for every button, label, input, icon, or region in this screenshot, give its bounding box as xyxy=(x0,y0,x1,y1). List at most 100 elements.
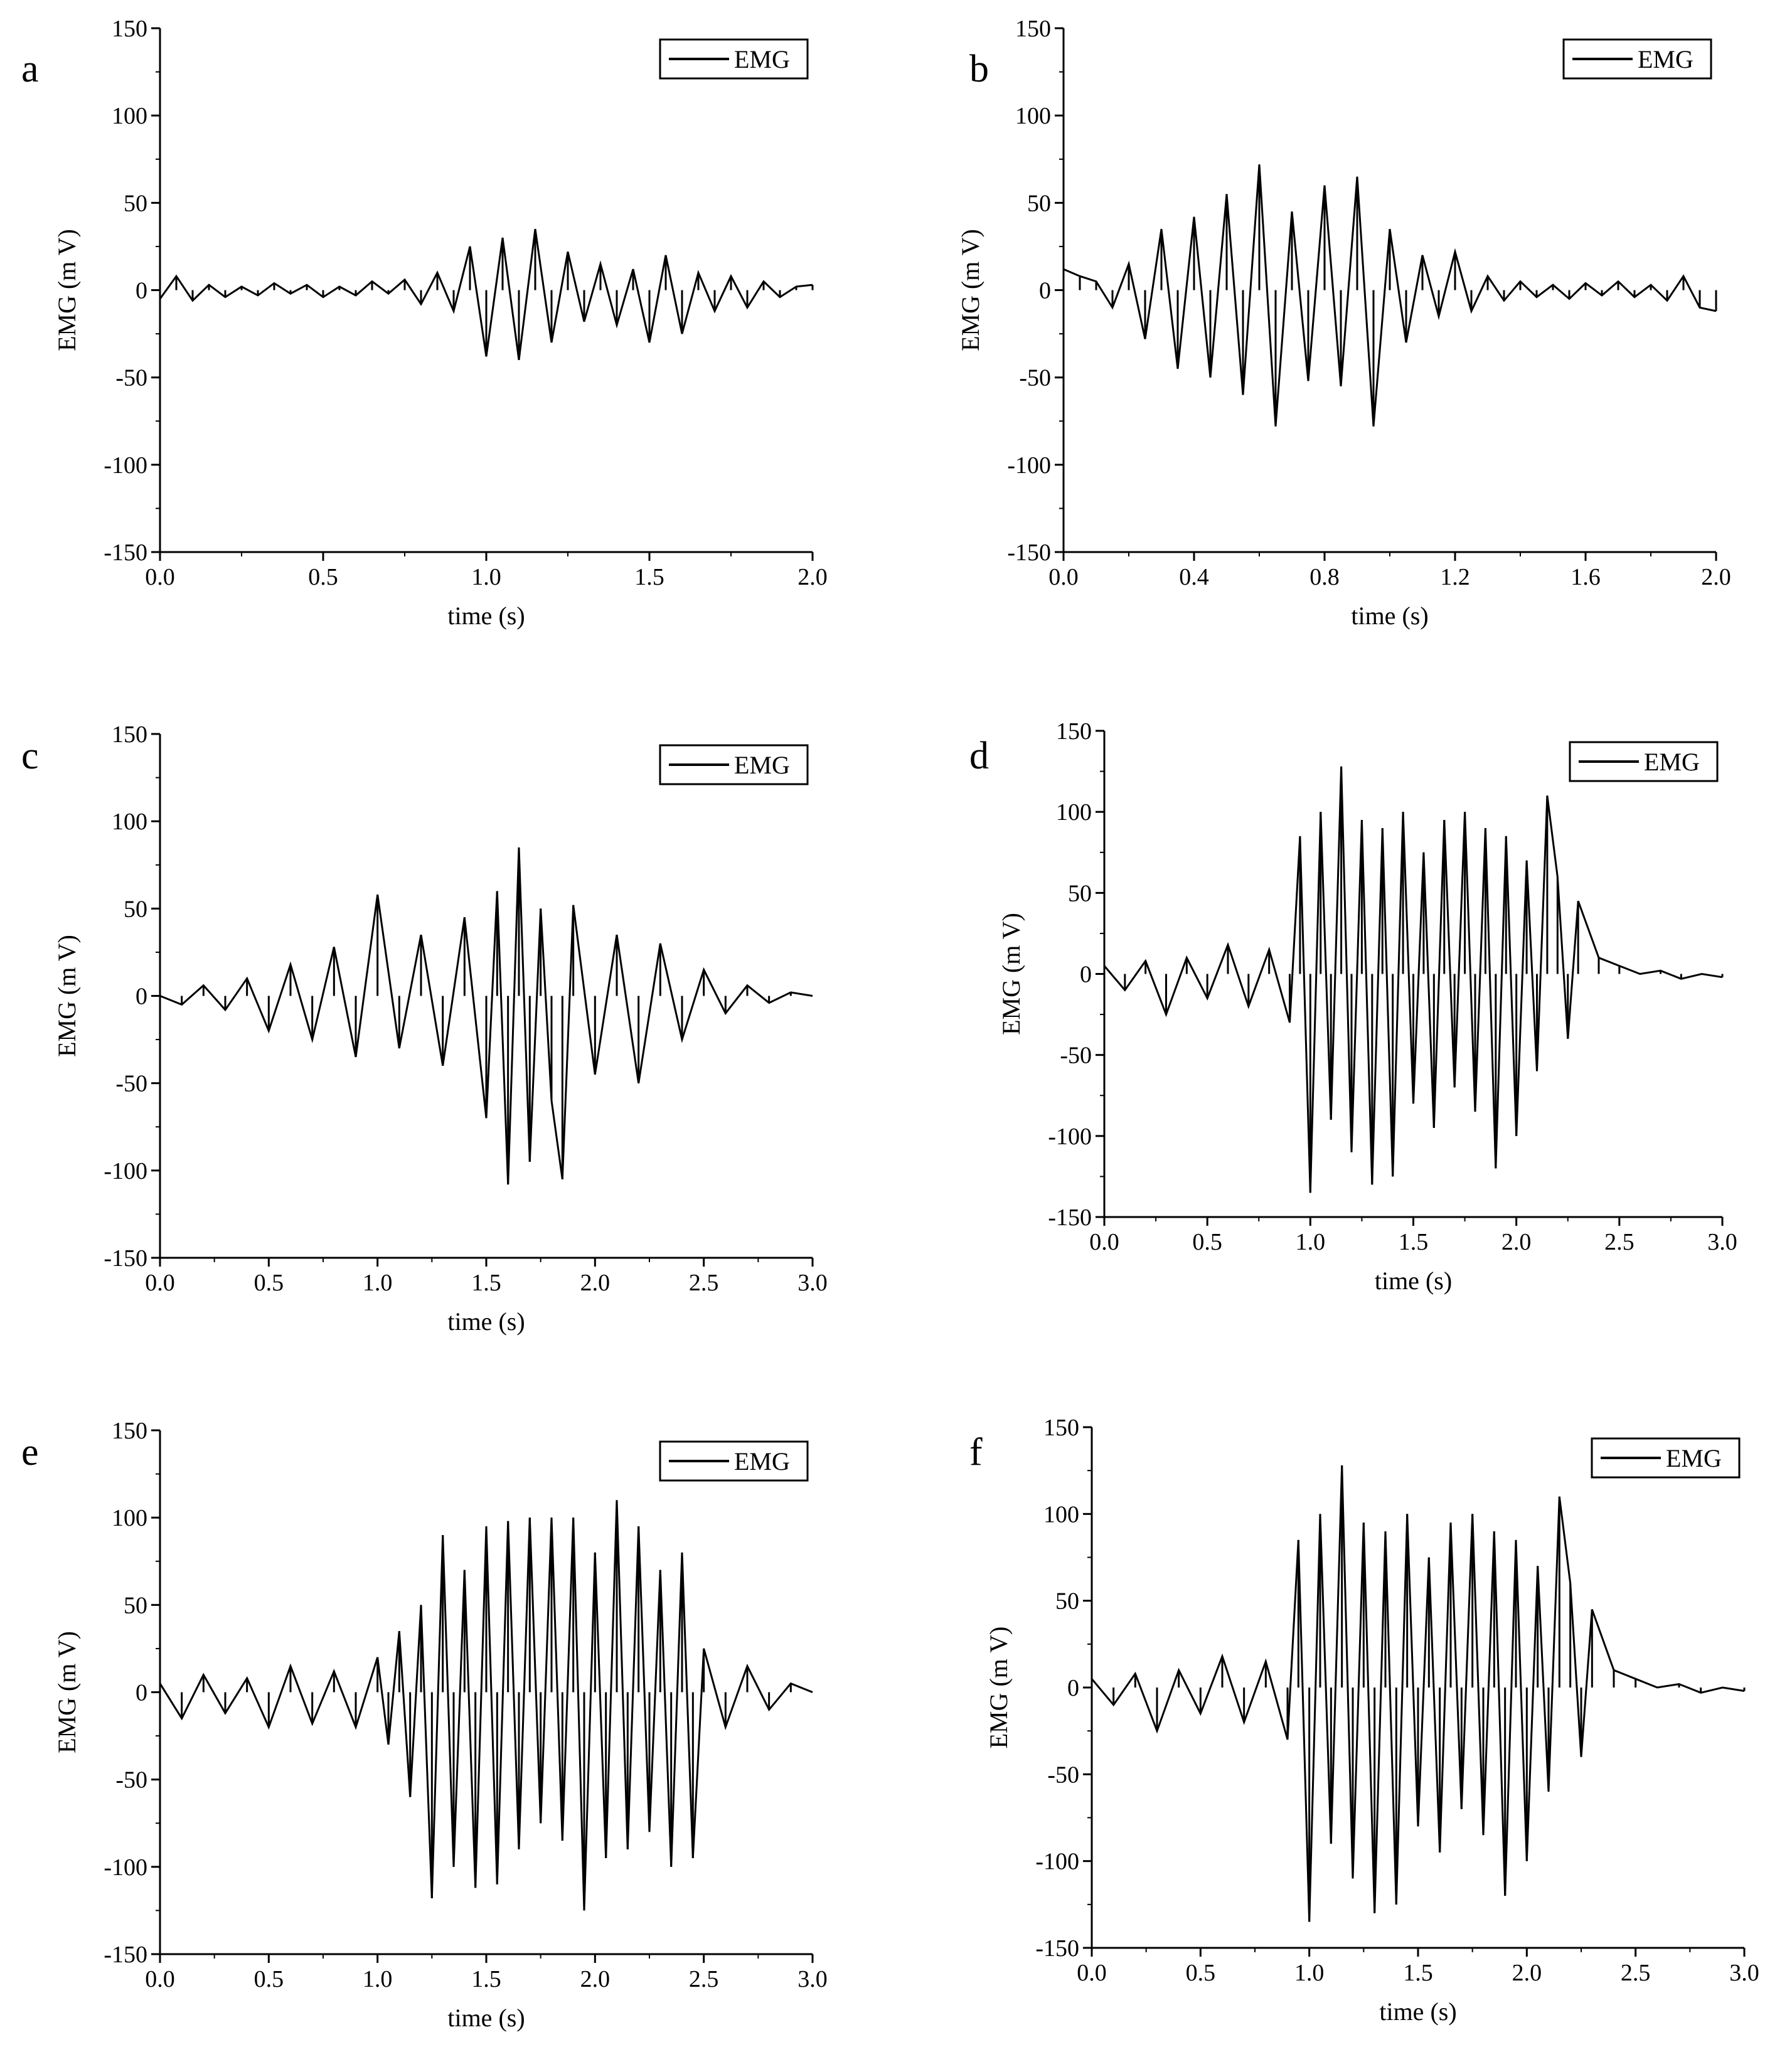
chart-panel-d: d -150 -100 -50 0 50 100 150 0.0 0.5 1.0 1.5 2.0 2.5 3… xyxy=(969,718,1737,1295)
legend-label: EMG xyxy=(1638,45,1693,73)
series-line-emg xyxy=(159,228,813,360)
x-axis-label: time (s) xyxy=(1351,602,1428,630)
legend-label: EMG xyxy=(1666,1444,1722,1472)
x-tick-label: 2.0 xyxy=(797,564,828,590)
y-tick-label: 100 xyxy=(1015,103,1051,129)
y-tick-label: 150 xyxy=(112,1418,147,1444)
x-tick-label: 2.5 xyxy=(689,1270,719,1296)
y-tick-label: -150 xyxy=(1035,1935,1079,1962)
x-tick-label: 0.0 xyxy=(1077,1960,1107,1986)
x-tick-label: 1.0 xyxy=(471,564,501,590)
x-tick-label: 0.5 xyxy=(254,1966,284,1992)
y-axis-label: EMG (m V) xyxy=(53,229,81,351)
y-tick-label: -100 xyxy=(104,1158,147,1184)
x-tick-label: 3.0 xyxy=(797,1966,828,1992)
x-tick-label: 2.5 xyxy=(1604,1229,1635,1255)
y-tick-label: 100 xyxy=(112,809,147,835)
x-tick-label: 1.5 xyxy=(471,1966,501,1992)
x-tick-label: 0.8 xyxy=(1309,564,1340,590)
y-tick-label: 50 xyxy=(1027,190,1051,216)
y-tick-label: -50 xyxy=(1047,1762,1079,1788)
chart-panel-f: f -150 -100 -50 0 50 100 150 0.0 0.5 1.0 1.5 2.0 2.5 3… xyxy=(969,1415,1759,2026)
y-tick-label: -100 xyxy=(1048,1124,1092,1150)
x-axis-label: time (s) xyxy=(447,1307,525,1336)
y-tick-label: 150 xyxy=(112,16,147,42)
x-axis-label: time (s) xyxy=(447,2004,525,2032)
x-tick-label: 2.0 xyxy=(1501,1229,1532,1255)
legend-label: EMG xyxy=(1644,748,1700,776)
y-tick-label: -150 xyxy=(104,1245,147,1272)
x-tick-label: 0.0 xyxy=(145,1966,175,1992)
y-tick-label: 150 xyxy=(1043,1415,1079,1441)
panel-letter: c xyxy=(21,735,39,777)
x-tick-label: 0.5 xyxy=(1192,1229,1222,1255)
y-tick-label: -50 xyxy=(1019,365,1051,391)
y-tick-label: 0 xyxy=(136,278,147,304)
y-tick-label: 50 xyxy=(124,190,147,216)
x-tick-label: 1.0 xyxy=(363,1270,393,1296)
y-tick-label: -100 xyxy=(1007,452,1051,479)
y-axis-label: EMG (m V) xyxy=(984,1627,1013,1749)
y-axis-label: EMG (m V) xyxy=(997,913,1025,1035)
panel-letter: f xyxy=(969,1431,983,1474)
y-tick-label: 100 xyxy=(1056,799,1092,826)
x-tick-label: 3.0 xyxy=(1729,1960,1759,1986)
y-tick-label: -150 xyxy=(1048,1204,1092,1231)
y-tick-label: 150 xyxy=(1056,718,1092,745)
x-tick-label: 2.5 xyxy=(1621,1960,1651,1986)
x-tick-label: 0.0 xyxy=(1048,564,1079,590)
legend-box xyxy=(1562,38,1712,80)
x-axis-label: time (s) xyxy=(1379,1997,1456,2026)
panel-letter: a xyxy=(21,48,39,90)
x-tick-label: 0.4 xyxy=(1179,564,1209,590)
x-tick-label: 0.5 xyxy=(308,564,338,590)
y-tick-label: 50 xyxy=(124,1592,147,1619)
x-tick-label: 0.5 xyxy=(1186,1960,1216,1986)
series-line-emg xyxy=(1063,164,1717,427)
y-tick-label: -50 xyxy=(1060,1043,1092,1069)
x-tick-label: 2.0 xyxy=(1701,564,1731,590)
chart-panel-b: b -150 -100 -50 0 50 100 150 0.0 0.4 0.8 1.2 1.6 2.0 t… xyxy=(956,16,1731,630)
x-tick-label: 1.6 xyxy=(1571,564,1601,590)
y-tick-label: -100 xyxy=(1035,1849,1079,1875)
y-axis-label: EMG (m V) xyxy=(53,935,81,1057)
chart-panel-e: e -150 -100 -50 0 50 100 150 0.0 0.5 1.0 1.5 2.0 2.5 3… xyxy=(21,1418,828,2032)
x-tick-label: 1.0 xyxy=(363,1966,393,1992)
y-tick-label: 50 xyxy=(1055,1588,1079,1615)
y-tick-label: 150 xyxy=(112,721,147,748)
x-tick-label: 3.0 xyxy=(1707,1229,1737,1255)
x-tick-label: 0.0 xyxy=(145,564,175,590)
x-tick-label: 1.0 xyxy=(1294,1960,1325,1986)
y-tick-label: -50 xyxy=(115,1767,147,1794)
x-tick-label: 1.5 xyxy=(471,1270,501,1296)
x-tick-label: 3.0 xyxy=(797,1270,828,1296)
y-tick-label: 0 xyxy=(136,1680,147,1706)
y-axis-label: EMG (m V) xyxy=(53,1631,81,1753)
legend-label: EMG xyxy=(734,751,790,779)
x-tick-label: 2.5 xyxy=(689,1966,719,1992)
panel-letter: b xyxy=(969,48,989,90)
y-tick-label: 0 xyxy=(1080,962,1092,988)
x-tick-label: 1.0 xyxy=(1296,1229,1326,1255)
x-tick-label: 0.5 xyxy=(254,1270,284,1296)
y-tick-label: -100 xyxy=(104,452,147,479)
y-tick-label: 100 xyxy=(112,1505,147,1531)
x-tick-label: 2.0 xyxy=(580,1966,611,1992)
x-tick-label: 0.0 xyxy=(145,1270,175,1296)
y-tick-label: -50 xyxy=(115,365,147,391)
y-axis-label: EMG (m V) xyxy=(956,229,984,351)
legend-label: EMG xyxy=(734,45,790,73)
panel-letter: d xyxy=(969,735,989,777)
panel-letter: e xyxy=(21,1431,39,1474)
x-tick-label: 1.5 xyxy=(1399,1229,1429,1255)
x-tick-label: 1.5 xyxy=(1403,1960,1433,1986)
x-tick-label: 2.0 xyxy=(580,1270,611,1296)
y-tick-label: 0 xyxy=(1039,278,1051,304)
y-tick-label: 150 xyxy=(1015,16,1051,42)
y-tick-label: -150 xyxy=(104,540,147,566)
chart-panel-a: a -150 -100 -50 0 50 100 150 0.0 0.5 1.0 1.5 2.0 time… xyxy=(21,16,828,630)
y-tick-label: 50 xyxy=(124,896,147,922)
y-tick-label: 0 xyxy=(136,984,147,1010)
y-tick-label: 50 xyxy=(1068,880,1092,906)
series-line-emg xyxy=(159,1500,813,1911)
